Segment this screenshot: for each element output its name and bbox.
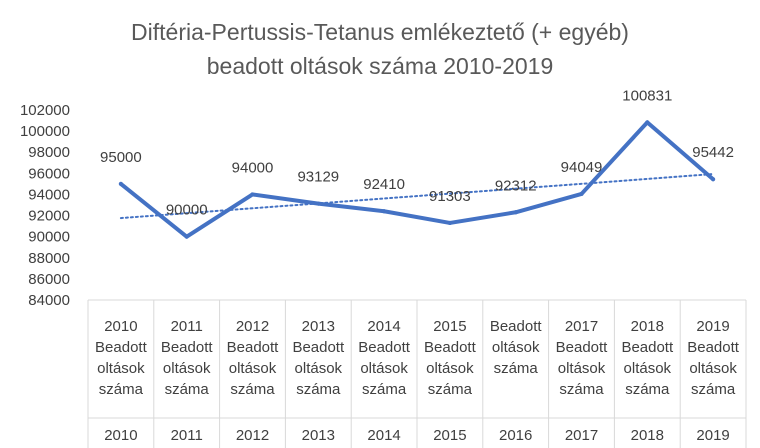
category-group-label: 2018 — [631, 427, 664, 444]
category-label: Beadott — [687, 339, 740, 356]
category-group-label: 2011 — [171, 427, 203, 444]
category-label: száma — [559, 381, 604, 398]
y-tick-label: 92000 — [28, 208, 70, 225]
data-label: 95000 — [100, 149, 142, 166]
category-group-label: 2012 — [236, 427, 269, 444]
category-label: oltások — [492, 339, 540, 356]
category-label: Beadott — [95, 339, 148, 356]
category-label: 2011 — [171, 318, 203, 335]
series-line-segment — [645, 120, 716, 182]
category-label: száma — [165, 381, 210, 398]
category-label: száma — [625, 381, 670, 398]
category-label: Beadott — [424, 339, 477, 356]
category-label: száma — [99, 381, 144, 398]
series-line-segment — [316, 201, 387, 214]
y-tick-label: 102000 — [20, 102, 70, 119]
series-line-segment — [447, 210, 518, 225]
category-label: 2018 — [631, 318, 664, 335]
data-point — [316, 201, 321, 206]
y-tick-label: 88000 — [28, 250, 70, 267]
category-label: száma — [494, 360, 539, 377]
data-label: 92410 — [363, 176, 405, 193]
series-line-segment — [118, 181, 189, 239]
category-label: Beadott — [292, 339, 345, 356]
category-label: Beadott — [621, 339, 674, 356]
category-label: oltások — [229, 360, 277, 377]
category-label: Beadott — [556, 339, 609, 356]
chart-title-line: beadott oltások száma 2010-2019 — [207, 53, 554, 79]
category-label: oltások — [624, 360, 672, 377]
data-label: 92312 — [495, 177, 537, 194]
category-group-label: 2016 — [499, 427, 532, 444]
category-label: oltások — [689, 360, 737, 377]
y-tick-label: 98000 — [28, 144, 70, 161]
series-line-segment — [513, 191, 584, 215]
data-label: 90000 — [166, 202, 208, 219]
data-label: 94000 — [232, 159, 274, 176]
data-point — [513, 210, 518, 215]
category-group-label: 2014 — [367, 427, 400, 444]
chart-title-line: Diftéria-Pertussis-Tetanus emlékeztető (… — [131, 19, 629, 45]
category-label: oltások — [97, 360, 145, 377]
data-point — [382, 209, 387, 214]
category-label: 2013 — [302, 318, 335, 335]
category-group-label: 2010 — [104, 427, 137, 444]
data-label: 91303 — [429, 188, 471, 205]
y-tick-label: 86000 — [28, 271, 70, 288]
category-label: oltások — [163, 360, 211, 377]
data-point — [645, 120, 650, 125]
category-label: oltások — [295, 360, 343, 377]
category-label: száma — [691, 381, 736, 398]
category-label: Beadott — [227, 339, 280, 356]
category-label: Beadott — [161, 339, 214, 356]
category-label: oltások — [426, 360, 474, 377]
category-label: száma — [230, 381, 275, 398]
category-label: oltások — [360, 360, 408, 377]
series-line-segment — [184, 192, 255, 239]
data-point — [711, 177, 716, 182]
category-label: Beadott — [490, 318, 543, 335]
data-point — [447, 220, 452, 225]
series-line-segment — [250, 192, 321, 206]
category-label: 2010 — [104, 318, 137, 335]
data-point — [184, 234, 189, 239]
y-tick-label: 94000 — [28, 186, 70, 203]
category-group-label: 2019 — [696, 427, 729, 444]
category-group-label: 2013 — [302, 427, 335, 444]
category-label: 2019 — [696, 318, 729, 335]
trendline — [119, 173, 715, 220]
category-label: száma — [362, 381, 407, 398]
data-label: 93129 — [297, 169, 339, 186]
category-label: 2014 — [367, 318, 400, 335]
series-line-segment — [579, 120, 650, 196]
data-point — [579, 191, 584, 196]
category-group-label: 2017 — [565, 427, 598, 444]
category-label: 2015 — [433, 318, 466, 335]
category-label: oltások — [558, 360, 606, 377]
category-label: 2012 — [236, 318, 269, 335]
category-label: száma — [428, 381, 473, 398]
category-label: 2017 — [565, 318, 598, 335]
data-label: 95442 — [692, 144, 734, 161]
category-group-label: 2015 — [433, 427, 466, 444]
data-label: 100831 — [622, 87, 672, 104]
category-label: száma — [296, 381, 341, 398]
y-tick-label: 100000 — [20, 123, 70, 140]
data-label: 94049 — [561, 159, 603, 176]
data-point — [250, 192, 255, 197]
category-label: Beadott — [358, 339, 411, 356]
data-point — [118, 181, 123, 186]
series-line-segment — [382, 209, 452, 225]
y-tick-label: 90000 — [28, 229, 70, 246]
y-tick-label: 84000 — [28, 292, 70, 309]
y-tick-label: 96000 — [28, 165, 70, 182]
